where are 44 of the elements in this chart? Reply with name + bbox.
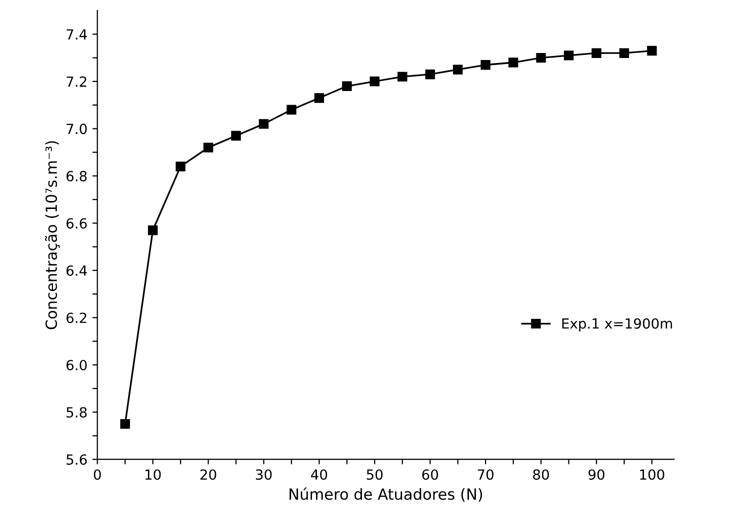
- y-tick-label: 6.6: [66, 218, 87, 229]
- point: [480, 60, 490, 70]
- y-axis-title: Concentração (10⁷s.m⁻³): [44, 141, 60, 330]
- x-tick-label: 90: [588, 469, 604, 480]
- point: [231, 130, 241, 141]
- y-tick-label: 7.2: [66, 76, 86, 87]
- point: [425, 69, 435, 80]
- y-tick-label: 5.8: [66, 407, 87, 418]
- x-tick-label: 10: [146, 469, 161, 480]
- y-tick-label: 5.6: [66, 454, 87, 465]
- point: [398, 72, 408, 82]
- x-tick-label: 40: [311, 469, 328, 480]
- y-tick-label: 6.4: [66, 265, 87, 276]
- point: [564, 50, 574, 60]
- x-tick-label: 70: [478, 469, 494, 480]
- point: [619, 48, 630, 58]
- point: [342, 81, 352, 92]
- point: [176, 162, 186, 172]
- y-tick-label: 6.8: [66, 170, 87, 182]
- point: [508, 58, 518, 68]
- point: [148, 225, 158, 236]
- point: [258, 119, 269, 129]
- y-tick-label: 6.2: [66, 312, 86, 324]
- y-tick-label: 7.4: [66, 29, 87, 40]
- point: [452, 64, 463, 74]
- y-tick-label: 7.0: [66, 124, 87, 134]
- x-axis-title: Número de Atuadores (N): [290, 487, 482, 502]
- point: [370, 76, 380, 86]
- point: [120, 419, 130, 429]
- x-tick-label: 100: [640, 469, 664, 480]
- x-tick-label: 0: [94, 469, 101, 480]
- point: [592, 48, 602, 58]
- x-tick-label: 20: [200, 469, 216, 480]
- x-tick-label: 60: [422, 469, 438, 480]
- y-tick-label: 6.0: [66, 360, 87, 370]
- point: [286, 104, 296, 115]
- x-tick-label: 30: [256, 469, 272, 480]
- x-tick-label: 80: [533, 469, 549, 480]
- point: [203, 142, 214, 152]
- x-tick-label: 50: [366, 469, 383, 480]
- point: [536, 52, 546, 63]
- point: [647, 46, 657, 56]
- legend-label: Exp.1 x=1900m: [562, 318, 672, 332]
- point: [314, 93, 324, 103]
